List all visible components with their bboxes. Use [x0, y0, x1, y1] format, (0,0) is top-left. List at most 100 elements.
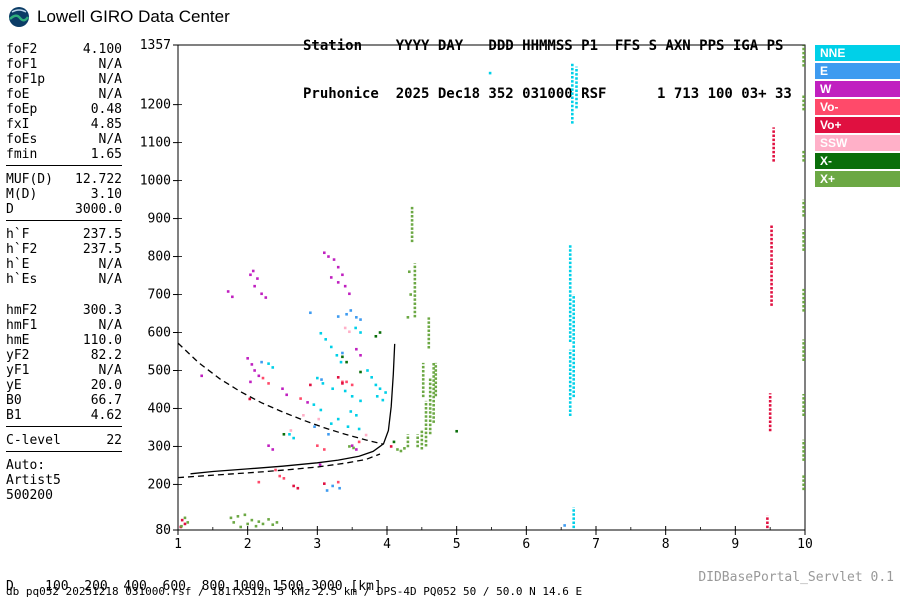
param-row: C-level 22: [6, 433, 122, 448]
param-value: 22: [106, 433, 122, 448]
d-line: D 100 200 400 600 800 1000 1500 3000 [km…: [6, 579, 382, 594]
giro-logo-icon: [8, 6, 30, 28]
station-header-columns: Station YYYY DAY DDD HHMMSS P1 FFS S AXN…: [303, 38, 784, 54]
distance-muf-table: D 100 200 400 600 800 1000 1500 3000 [km…: [6, 549, 390, 600]
param-label: M(D): [6, 187, 38, 202]
param-label: h`F: [6, 227, 30, 242]
legend-item-ssw: SSW: [815, 135, 900, 151]
param-row: fxI 4.85: [6, 117, 122, 132]
brand-title: Lowell GIRO Data Center: [37, 7, 230, 26]
param-label: MUF(D): [6, 172, 53, 187]
param-row: hmE 110.0: [6, 333, 122, 348]
svg-text:7: 7: [592, 537, 600, 552]
param-value: N/A: [98, 318, 122, 333]
param-label: foEs: [6, 132, 38, 147]
param-text: Auto:: [6, 458, 46, 473]
param-row: foEp 0.48: [6, 102, 122, 117]
param-label: foE: [6, 87, 30, 102]
param-value: 82.2: [90, 348, 122, 363]
status-line: db pq052 20251218 031000.rsf / 181fx512h…: [6, 585, 583, 598]
legend-item-e: E: [815, 63, 900, 79]
param-label: hmE: [6, 333, 30, 348]
svg-text:4: 4: [383, 537, 391, 552]
param-value: 0.48: [90, 102, 122, 117]
brand: Lowell GIRO Data Center: [8, 6, 230, 28]
svg-text:9: 9: [731, 537, 739, 552]
series-nne: [267, 62, 578, 529]
svg-text:10: 10: [797, 537, 813, 552]
y-axis: 80 200 300 400 500 600 700 800 900 1000 1100 1200 13…: [140, 38, 182, 538]
series-vo-minus: [257, 376, 361, 484]
svg-text:900: 900: [148, 212, 171, 227]
svg-text:2: 2: [244, 537, 252, 552]
param-value: N/A: [98, 363, 122, 378]
svg-text:3: 3: [313, 537, 321, 552]
param-row: yE 20.0: [6, 378, 122, 393]
param-text: Artist5: [6, 473, 61, 488]
legend-item-nne: NNE: [815, 45, 900, 61]
param-value: N/A: [98, 72, 122, 87]
param-row: h`E N/A: [6, 257, 122, 272]
station-header-values: Pruhonice 2025 Dec18 352 031000 RSF 1 71…: [303, 86, 792, 102]
param-value: 1.65: [90, 147, 122, 162]
param-value: N/A: [98, 272, 122, 287]
param-value: N/A: [98, 57, 122, 72]
param-label: foF2: [6, 42, 38, 57]
ionogram-plot[interactable]: 1 2 3 4 5 6 7 8 9 10 80 200 300 400 500 600 700 800 900 100…: [130, 36, 830, 556]
svg-text:5: 5: [453, 537, 461, 552]
param-value: 4.62: [90, 408, 122, 423]
svg-text:6: 6: [522, 537, 530, 552]
param-value: 4.100: [82, 42, 122, 57]
legend-item-w: W: [815, 81, 900, 97]
svg-text:600: 600: [148, 326, 171, 341]
legend-item-vo-minus: Vo-: [815, 99, 900, 115]
legend: NNE E W Vo- Vo+ SSW X- X+: [815, 45, 900, 189]
param-label: hmF2: [6, 303, 38, 318]
param-group: Auto: Artist5 500200: [6, 458, 122, 503]
param-value: 4.85: [90, 117, 122, 132]
svg-text:500: 500: [148, 363, 171, 378]
svg-text:1100: 1100: [140, 136, 171, 151]
svg-text:80: 80: [155, 523, 171, 538]
param-label: h`E: [6, 257, 30, 272]
param-value: 237.5: [82, 227, 122, 242]
svg-text:200: 200: [148, 477, 171, 492]
param-row: B1 4.62: [6, 408, 122, 423]
param-row: foF1 N/A: [6, 57, 122, 72]
param-row: hmF1 N/A: [6, 318, 122, 333]
svg-text:8: 8: [662, 537, 670, 552]
svg-text:400: 400: [148, 401, 171, 416]
param-row: MUF(D) 12.722: [6, 172, 122, 187]
param-label: B0: [6, 393, 22, 408]
param-label: foF1p: [6, 72, 46, 87]
station-header: Station YYYY DAY DDD HHMMSS P1 FFS S AXN…: [303, 6, 792, 134]
servlet-watermark: DIDBasePortal_Servlet 0.1: [698, 570, 894, 585]
base-dashed-curve: [177, 453, 381, 479]
legend-item-vo-plus: Vo+: [815, 117, 900, 133]
param-label: C-level: [6, 433, 61, 448]
param-group: MUF(D) 12.722 M(D) 3.10 D 3000.0: [6, 172, 122, 221]
param-row: foF2 4.100: [6, 42, 122, 57]
param-label: foF1: [6, 57, 38, 72]
param-label: h`Es: [6, 272, 38, 287]
profile-trace: [190, 343, 396, 475]
param-row: foE N/A: [6, 87, 122, 102]
param-value: 110.0: [82, 333, 122, 348]
param-value: 20.0: [90, 378, 122, 393]
param-value: 3000.0: [75, 202, 122, 217]
param-group: hmF2 300.3 hmF1 N/A hmE 110.0 yF2 82.2 yF1 N/A yE 2…: [6, 303, 122, 427]
series-vo-plus: [179, 127, 775, 529]
param-value: 3.10: [90, 187, 122, 202]
param-row: h`F2 237.5: [6, 242, 122, 257]
param-text: 500200: [6, 488, 53, 503]
param-row: B0 66.7: [6, 393, 122, 408]
param-group: foF2 4.100 foF1 N/A foF1p N/A foE N/A foEp 0.48 fx…: [6, 42, 122, 166]
param-row: h`F 237.5: [6, 227, 122, 242]
series-e: [260, 309, 566, 527]
svg-text:1: 1: [174, 537, 182, 552]
param-row: yF1 N/A: [6, 363, 122, 378]
param-panel: foF2 4.100 foF1 N/A foF1p N/A foE N/A foEp 0.48 fx…: [6, 42, 122, 509]
param-label: yE: [6, 378, 22, 393]
param-row: foEs N/A: [6, 132, 122, 147]
